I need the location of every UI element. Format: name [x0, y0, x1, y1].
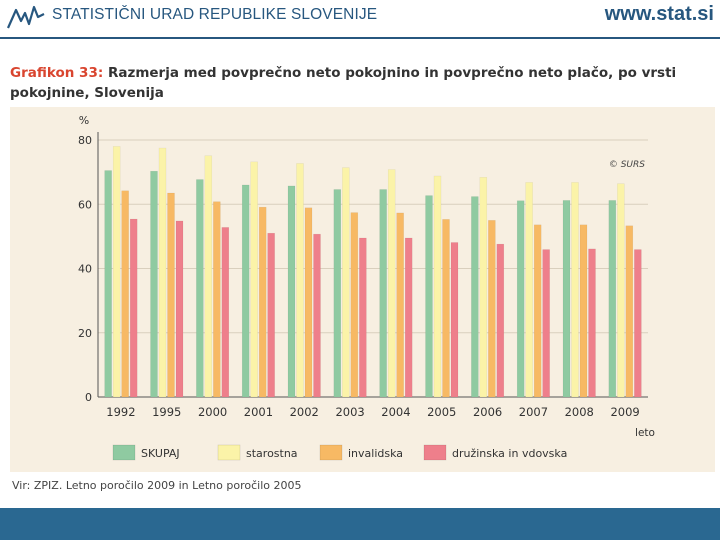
source-note: Vir: ZPIZ. Letno poročilo 2009 in Letno …	[12, 479, 302, 492]
site-url-link[interactable]: www.stat.si	[604, 3, 714, 25]
chart-watermark: © SURS	[609, 160, 645, 170]
bar-starostna-2008	[571, 182, 579, 398]
bar-starostna-2004	[387, 169, 396, 398]
bar-starostna-1992	[112, 146, 121, 398]
x-tick-label: 2009	[610, 405, 639, 419]
legend-swatch-starostna	[217, 444, 241, 461]
bar-družinska-in-vdovska-2009	[634, 249, 642, 398]
y-tick-label: 60	[78, 198, 92, 211]
chart-title-prefix: Grafikon 33:	[10, 65, 104, 81]
bar-starostna-2005	[433, 175, 442, 398]
bar-družinska-in-vdovska-2000	[221, 227, 230, 398]
header-divider	[0, 37, 720, 39]
bar-družinska-in-vdovska-1995	[175, 220, 184, 398]
bar-skupaj-2005	[425, 195, 433, 398]
bar-invalidska-1995	[167, 192, 175, 398]
bar-družinska-in-vdovska-2006	[496, 243, 505, 398]
legend-label: invalidska	[348, 447, 403, 460]
bar-družinska-in-vdovska-2002	[313, 233, 321, 398]
bar-invalidska-2002	[304, 207, 313, 398]
x-tick-label: 1992	[106, 405, 135, 419]
y-tick-label: 0	[85, 391, 92, 404]
chart-title-text: Razmerja med povprečno neto pokojnino in…	[10, 65, 677, 101]
bar-družinska-in-vdovska-2003	[359, 237, 367, 398]
x-tick-label: 1995	[152, 405, 181, 419]
x-tick-label: 2000	[198, 405, 227, 419]
bar-starostna-1995	[158, 147, 167, 398]
page-header: STATISTIČNI URAD REPUBLIKE SLOVENIJE www…	[0, 0, 720, 39]
legend-label: SKUPAJ	[141, 447, 180, 460]
bar-družinska-in-vdovska-2004	[404, 237, 413, 398]
y-axis-label: %	[79, 114, 89, 127]
bar-starostna-2006	[479, 177, 488, 398]
bar-invalidska-1992	[121, 190, 129, 398]
bar-skupaj-2002	[287, 185, 296, 398]
x-tick-label: 2005	[427, 405, 456, 419]
bar-skupaj-2008	[562, 200, 571, 398]
legend-label: starostna	[246, 447, 298, 460]
y-tick-label: 40	[78, 263, 92, 276]
bar-starostna-2001	[250, 161, 258, 398]
bar-invalidska-2006	[488, 220, 496, 398]
bar-starostna-2007	[525, 182, 533, 398]
bar-starostna-2003	[342, 167, 350, 398]
bar-družinska-in-vdovska-2001	[267, 232, 275, 398]
bar-skupaj-2001	[241, 184, 250, 398]
legend-swatch-družinska-in-vdovska	[423, 444, 447, 461]
bar-skupaj-2006	[471, 196, 479, 398]
bar-skupaj-2009	[608, 200, 617, 398]
x-tick-label: 2002	[290, 405, 319, 419]
legend-swatch-invalidska	[319, 444, 343, 461]
footer-bar	[0, 508, 720, 540]
y-tick-label: 20	[78, 327, 92, 340]
x-axis-label: leto	[635, 427, 655, 439]
org-name: STATISTIČNI URAD REPUBLIKE SLOVENIJE	[52, 6, 378, 23]
bar-starostna-2002	[296, 163, 304, 398]
bar-družinska-in-vdovska-1992	[129, 218, 138, 398]
bar-starostna-2000	[204, 155, 213, 398]
bar-starostna-2009	[617, 183, 625, 398]
x-tick-label: 2003	[335, 405, 364, 419]
bar-skupaj-2003	[333, 189, 342, 398]
bar-skupaj-1992	[104, 170, 112, 398]
bar-invalidska-2004	[396, 212, 404, 398]
x-tick-label: 2001	[244, 405, 273, 419]
bar-invalidska-2003	[350, 212, 359, 398]
surs-logo-icon[interactable]	[6, 4, 46, 30]
chart-title: Grafikon 33: Razmerja med povprečno neto…	[10, 63, 715, 103]
bar-skupaj-1995	[150, 170, 158, 398]
bar-invalidska-2008	[579, 224, 588, 398]
bar-invalidska-2009	[625, 225, 634, 398]
x-tick-label: 2008	[565, 405, 594, 419]
bar-družinska-in-vdovska-2008	[588, 248, 596, 398]
x-tick-label: 2007	[519, 405, 548, 419]
legend-swatch-skupaj	[112, 444, 136, 461]
bar-družinska-in-vdovska-2007	[542, 249, 550, 398]
x-tick-label: 2004	[381, 405, 410, 419]
y-tick-label: 80	[78, 134, 92, 147]
bar-invalidska-2000	[213, 201, 221, 398]
x-tick-label: 2006	[473, 405, 502, 419]
bar-invalidska-2001	[258, 206, 267, 398]
bar-invalidska-2005	[442, 219, 450, 398]
bar-skupaj-2004	[379, 189, 387, 398]
bar-družinska-in-vdovska-2005	[450, 242, 459, 398]
bar-skupaj-2007	[516, 200, 525, 398]
legend-label: družinska in vdovska	[452, 447, 567, 460]
bar-skupaj-2000	[196, 179, 204, 398]
bar-invalidska-2007	[533, 224, 542, 398]
